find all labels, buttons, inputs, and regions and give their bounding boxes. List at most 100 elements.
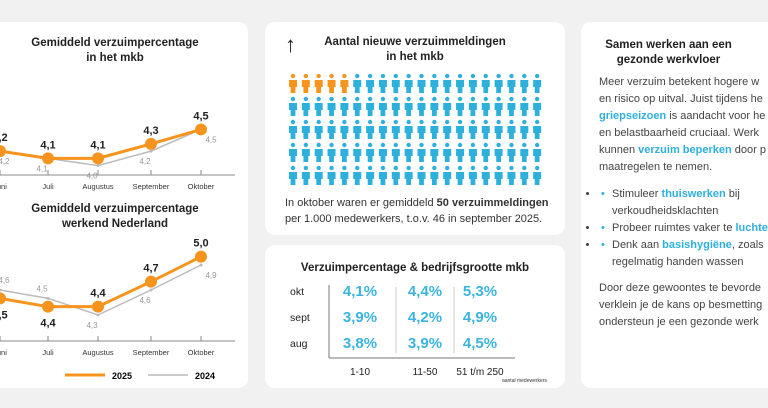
person-icon: [430, 74, 439, 93]
data-label-2024: 4,6: [139, 296, 151, 305]
tips-title: Samen werken aan een gezonde werkvloer: [581, 38, 756, 68]
pictogram-caption: In oktober waren er gemiddeld 50 verzuim…: [285, 195, 560, 227]
x-tick-label: Juni: [0, 182, 7, 191]
person-icon: [314, 96, 323, 116]
person-icon: [340, 165, 349, 185]
person-pictogram: [289, 74, 542, 185]
data-label-2025: 4,1: [90, 139, 105, 151]
person-icon: [520, 142, 529, 162]
person-icon: [353, 142, 362, 162]
person-icon: [520, 96, 529, 116]
person-icon: [507, 165, 516, 185]
p1-line: en risico op uitval. Juist tijdens he: [599, 93, 763, 105]
data-point-2025: [195, 250, 207, 263]
person-icon: [289, 119, 297, 139]
closing-paragraph: Door deze gewoontes te bevorde verklein …: [599, 280, 768, 331]
x-tick-label: Oktober: [188, 348, 215, 357]
person-icon: [327, 165, 336, 185]
tip-text: bij verkoudheidsklachten: [612, 188, 740, 217]
person-icon: [404, 165, 413, 185]
x-tick-label: September: [133, 348, 170, 357]
person-icon: [314, 119, 323, 139]
arrow-up-icon: ↑: [285, 32, 296, 57]
person-icon: [327, 96, 336, 116]
person-icon: [533, 74, 542, 93]
person-icon: [378, 74, 387, 93]
person-icon: [494, 119, 503, 139]
person-icon: [520, 165, 529, 185]
person-icon: [353, 74, 362, 93]
row-label: aug: [290, 338, 308, 350]
person-icon: [301, 165, 310, 185]
person-icon: [404, 96, 413, 116]
person-icon: [289, 142, 297, 162]
tip-text: Stimuleer: [612, 188, 662, 200]
tips-list: Stimuleer thuiswerken bij verkoudheidskl…: [599, 186, 768, 271]
person-icon: [289, 96, 297, 116]
line-charts: Juni Juli Augustus September Oktober 4,2 4,1 4,…: [0, 110, 235, 381]
table-value: 3,9%: [343, 309, 377, 326]
person-icon: [378, 165, 387, 185]
person-icon: [456, 74, 465, 93]
person-icon: [507, 142, 516, 162]
person-icon: [520, 119, 529, 139]
size-table-card: Verzuimpercentage & bedrijfsgrootte mkb …: [265, 245, 565, 388]
person-icon: [417, 96, 426, 116]
p1-line: griepseizoen is aandacht voor he: [599, 108, 768, 125]
person-icon: [430, 142, 439, 162]
intro-paragraph: Meer verzuim betekent hogere w en risico…: [599, 74, 768, 176]
caption-text-end: per 1.000 medewerkers, t.o.v. 46 in sept…: [285, 213, 543, 225]
size-table-title: Verzuimpercentage & bedrijfsgrootte mkb: [300, 262, 530, 274]
column-label: 1-10: [350, 367, 370, 378]
data-point-2024: [46, 296, 50, 300]
tips-title-line1: Samen werken aan een: [605, 39, 732, 51]
data-label-2025: 4,4: [40, 318, 56, 330]
person-icon: [481, 74, 490, 93]
x-tick-label: Augustus: [82, 182, 114, 191]
person-icon: [430, 165, 439, 185]
data-point-2025: [42, 152, 54, 165]
person-icon: [391, 165, 400, 185]
x-tick-label: Juni: [0, 348, 7, 357]
person-icon: [443, 119, 452, 139]
person-icon: [430, 96, 439, 116]
pictogram-card: ↑ Aantal nieuwe verzuimmeldingen in het m…: [265, 22, 565, 235]
tip-highlight: thuiswerken: [661, 188, 726, 200]
person-icon: [366, 165, 375, 185]
data-label-2024: 4,5: [36, 284, 48, 293]
tips-title-line2: gezonde werkvloer: [616, 54, 721, 66]
data-label-2024: 4,6: [0, 276, 10, 285]
data-point-2024: [96, 313, 100, 317]
person-icon: [378, 142, 387, 162]
x-tick-label: Juli: [42, 348, 54, 357]
data-point-2024: [0, 288, 2, 292]
data-label-2025: 5,0: [193, 238, 208, 250]
person-icon: [494, 165, 503, 185]
person-icon: [494, 142, 503, 162]
row-label: sept: [290, 312, 310, 324]
data-point-2024: [149, 149, 153, 153]
person-icon: [430, 119, 439, 139]
data-label-2024: 4,2: [139, 157, 151, 166]
person-icon: [494, 74, 503, 93]
person-icon: [417, 119, 426, 139]
chart1-title-line1: Gemiddeld verzuimpercentage: [31, 37, 199, 49]
person-icon: [340, 142, 349, 162]
person-icon: [468, 119, 477, 139]
person-icon: [456, 119, 465, 139]
data-point-2024: [199, 263, 203, 267]
person-icon: [391, 119, 400, 139]
person-icon: [353, 165, 362, 185]
column-label: 11-50: [413, 367, 438, 378]
data-point-2024: [149, 288, 153, 292]
axis-note: aantal medewerkers: [502, 378, 548, 384]
chart1-title: Gemiddeld verzuimpercentage in het mkb: [0, 36, 230, 66]
person-icon: [378, 96, 387, 116]
data-label-2024: 4,3: [86, 321, 98, 330]
person-icon: [404, 119, 413, 139]
tips-card: Samen werken aan een gezonde werkvloer Me…: [581, 22, 768, 388]
highlight-verzuim-beperken: verzuim beperken: [638, 144, 732, 156]
person-icon: [340, 74, 349, 93]
data-label-2025: 4,5: [193, 110, 208, 122]
person-icon: [443, 74, 452, 93]
